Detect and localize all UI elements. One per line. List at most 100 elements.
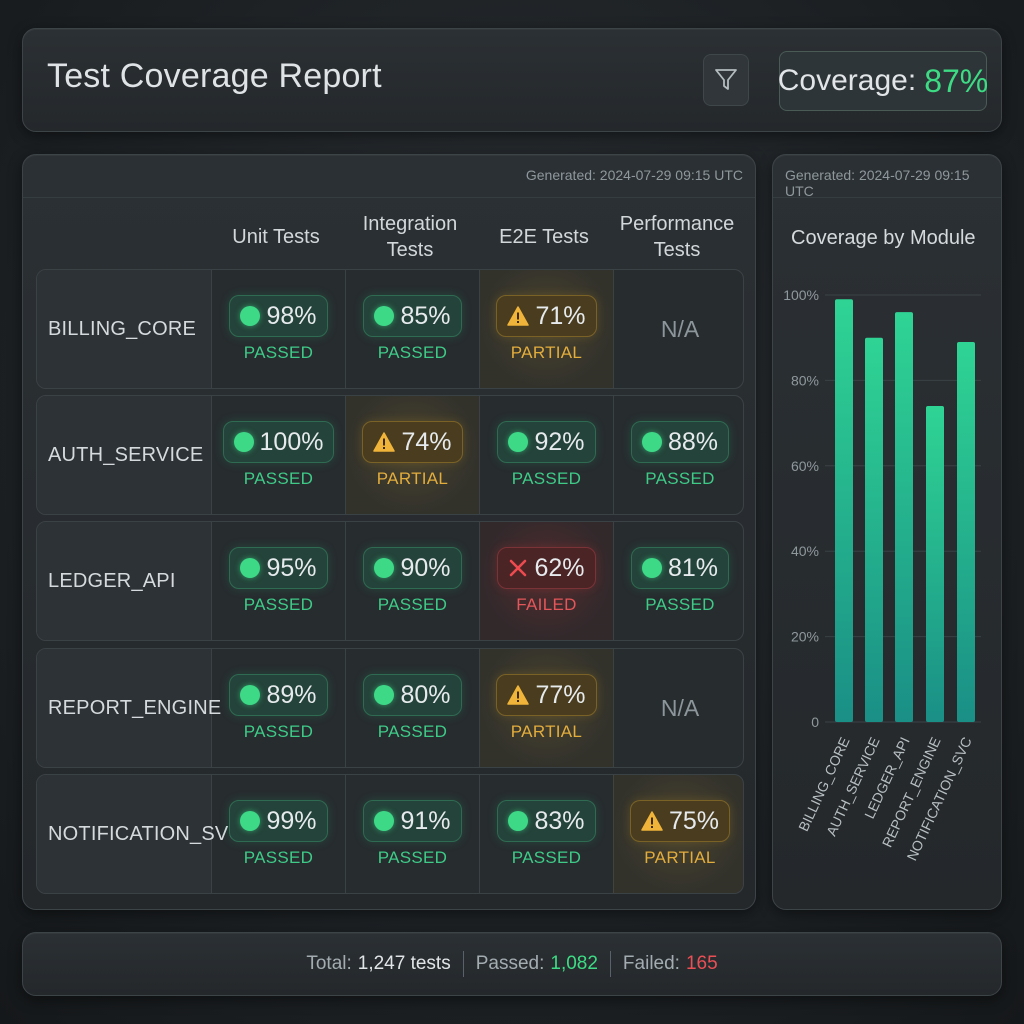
coverage-percent: 99% xyxy=(266,806,317,835)
passed-value: 1,082 xyxy=(550,953,598,974)
status-label: PASSED xyxy=(645,595,715,614)
coverage-cell[interactable]: 62% FAILED xyxy=(480,522,614,640)
column-header: Integration Tests xyxy=(362,213,458,261)
coverage-badge: 85% xyxy=(363,295,462,337)
coverage-cell[interactable]: 99% PASSED xyxy=(212,775,346,893)
divider xyxy=(773,197,1001,198)
coverage-percent: 90% xyxy=(400,553,451,582)
module-name: NOTIFICATION_SVC xyxy=(37,775,243,893)
coverage-badge: 90% xyxy=(363,547,462,589)
coverage-cell[interactable]: 88% PASSED xyxy=(613,396,743,514)
status-label: FAILED xyxy=(516,595,577,614)
coverage-cell[interactable]: 90% PASSED xyxy=(346,522,480,640)
y-tick-label: 100% xyxy=(783,287,819,303)
status-label: PASSED xyxy=(377,848,448,867)
coverage-badge: 89% xyxy=(229,674,328,716)
coverage-cell[interactable]: 81% PASSED xyxy=(613,522,743,640)
coverage-cell[interactable]: 98% PASSED xyxy=(212,270,346,388)
status-label: PASSED xyxy=(377,722,448,741)
coverage-bar-chart: 020%40%60%80%100%BILLING_COREAUTH_SERVIC… xyxy=(783,287,981,863)
coverage-cell[interactable]: 71% PARTIAL xyxy=(480,270,614,388)
chart-generated-timestamp: Generated: 2024-07-29 09:15 UTC xyxy=(785,167,970,199)
status-dot-icon xyxy=(374,685,395,705)
chart-bar[interactable] xyxy=(865,337,883,722)
y-tick-label: 20% xyxy=(791,629,819,645)
coverage-badge: 99% xyxy=(229,800,328,842)
coverage-badge: 91% xyxy=(363,800,462,842)
coverage-cell[interactable]: 92% PASSED xyxy=(480,396,614,514)
coverage-cell[interactable]: 75% PARTIAL xyxy=(613,775,743,893)
total-value: 1,247 tests xyxy=(357,953,451,974)
status-dot-icon xyxy=(374,811,395,831)
column-header: E2E Tests xyxy=(499,226,589,248)
filter-button[interactable] xyxy=(703,54,749,106)
coverage-cell[interactable]: 100% PASSED xyxy=(212,396,346,514)
module-name: REPORT_ENGINE xyxy=(37,649,221,767)
table-row[interactable]: NOTIFICATION_SVC 99% PASSED 91% PASSED 83% PAS… xyxy=(36,774,744,894)
coverage-cell[interactable]: 74% PARTIAL xyxy=(346,396,480,514)
chart-bar[interactable] xyxy=(895,312,913,722)
coverage-badge: 92% xyxy=(497,421,596,463)
chart-bar[interactable] xyxy=(957,341,975,722)
warning-icon xyxy=(641,811,663,831)
coverage-badge: 98% xyxy=(229,295,328,337)
table-row[interactable]: BILLING_CORE 98% PASSED 85% PASSED 71% PARTIAL… xyxy=(36,269,744,389)
coverage-badge: 75% xyxy=(629,800,731,842)
divider xyxy=(462,951,464,977)
coverage-badge: 81% xyxy=(630,547,730,589)
coverage-percent: 80% xyxy=(400,680,451,709)
coverage-badge: 88% xyxy=(630,421,730,463)
coverage-cell[interactable]: 83% PASSED xyxy=(480,775,614,893)
footer-summary: Total: 1,247 tests Passed: 1,082 Failed:… xyxy=(22,932,1002,996)
status-dot-icon xyxy=(240,685,261,705)
coverage-label: Coverage: xyxy=(777,64,917,97)
coverage-cell[interactable]: N/A xyxy=(613,270,743,388)
table-row[interactable]: LEDGER_API 95% PASSED 90% PASSED 62% FAILED 81%… xyxy=(36,521,744,641)
status-label: PASSED xyxy=(377,343,448,362)
coverage-cell[interactable]: 77% PARTIAL xyxy=(480,649,614,767)
y-tick-label: 80% xyxy=(791,372,819,388)
coverage-badge: 83% xyxy=(497,800,596,842)
chart-title: Coverage by Module xyxy=(791,227,976,249)
generated-timestamp: Generated: 2024-07-29 09:15 UTC xyxy=(525,167,743,183)
page-title: Test Coverage Report xyxy=(47,57,382,95)
coverage-percent: 75% xyxy=(668,806,720,835)
coverage-cell[interactable]: 95% PASSED xyxy=(212,522,346,640)
status-dot-icon xyxy=(240,811,261,831)
table-row[interactable]: REPORT_ENGINE 89% PASSED 80% PASSED 77% PARTIA… xyxy=(36,648,744,768)
table-row[interactable]: AUTH_SERVICE 100% PASSED 74% PARTIAL 92% PASSE… xyxy=(36,395,744,515)
status-label: PASSED xyxy=(243,722,314,741)
coverage-cell[interactable]: 85% PASSED xyxy=(346,270,480,388)
status-label: PASSED xyxy=(511,848,582,867)
y-tick-label: 40% xyxy=(791,543,819,559)
status-label: PASSED xyxy=(645,469,715,488)
coverage-badge: 80% xyxy=(363,674,462,716)
chart-bar[interactable] xyxy=(926,406,944,722)
column-header: Performance Tests xyxy=(619,213,735,261)
y-tick-label: 60% xyxy=(791,458,819,474)
coverage-percent: 74% xyxy=(401,427,452,456)
coverage-table-panel: Generated: 2024-07-29 09:15 UTC Unit Tes… xyxy=(22,154,756,910)
coverage-cell[interactable]: N/A xyxy=(613,649,743,767)
coverage-percent: 71% xyxy=(535,301,586,330)
coverage-badge: 74% xyxy=(362,421,463,463)
coverage-percent: 77% xyxy=(535,680,586,709)
status-dot-icon xyxy=(641,432,662,452)
status-label: PASSED xyxy=(243,848,314,867)
filter-funnel-icon xyxy=(715,69,737,90)
status-dot-icon xyxy=(240,306,261,326)
coverage-cell[interactable]: 91% PASSED xyxy=(346,775,480,893)
warning-icon xyxy=(507,685,530,705)
module-name: LEDGER_API xyxy=(37,522,212,640)
not-applicable-label: N/A xyxy=(660,315,700,342)
total-label: Total: xyxy=(306,953,352,974)
coverage-percent: 98% xyxy=(266,301,317,330)
status-dot-icon xyxy=(374,306,395,326)
coverage-percent: 83% xyxy=(534,806,585,835)
status-label: PARTIAL xyxy=(510,343,583,362)
column-header: Unit Tests xyxy=(232,226,320,248)
chart-bar[interactable] xyxy=(835,299,853,722)
status-label: PASSED xyxy=(243,469,314,488)
coverage-cell[interactable]: 80% PASSED xyxy=(346,649,480,767)
coverage-cell[interactable]: 89% PASSED xyxy=(212,649,346,767)
